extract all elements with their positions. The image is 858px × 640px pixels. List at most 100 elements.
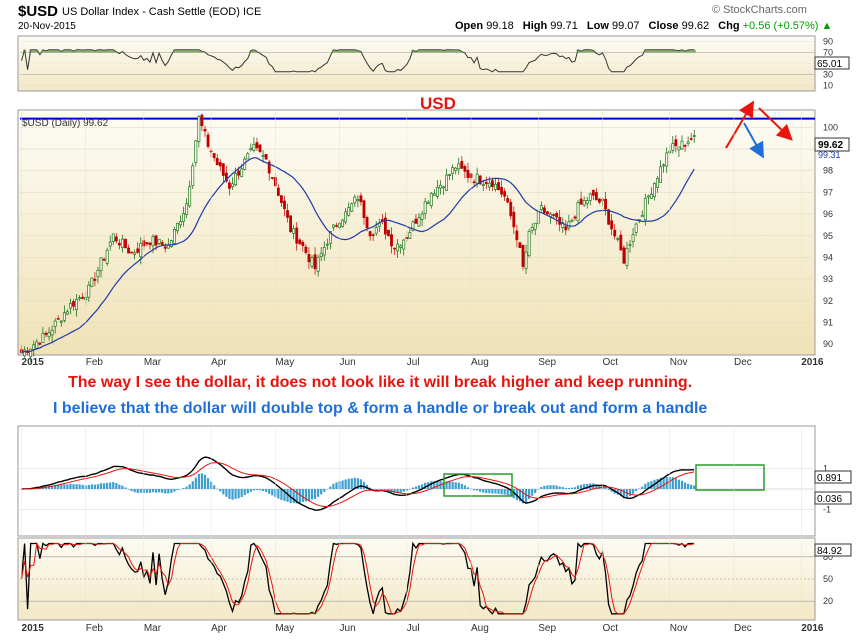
macd-histogram-bar	[644, 483, 647, 489]
rsi-tick-label: 30	[823, 70, 833, 80]
candle-body	[59, 320, 63, 323]
candle-body	[387, 229, 390, 237]
macd-histogram-bar	[127, 489, 130, 490]
macd-histogram-bar	[451, 481, 454, 489]
macd-histogram-bar	[540, 486, 543, 489]
candle-body	[604, 198, 607, 210]
macd-histogram-bar	[549, 485, 552, 489]
macd-value-label: 0.891	[817, 473, 842, 484]
macd-histogram-bar	[369, 487, 372, 489]
candle-body	[96, 269, 100, 278]
month-label: 2016	[801, 357, 824, 368]
candle-body	[194, 140, 198, 163]
macd-histogram-bar	[289, 489, 292, 504]
macd-histogram-bar	[106, 482, 109, 489]
candle-body	[506, 198, 510, 203]
month-label: Nov	[670, 623, 688, 634]
stochastic-tick-label: 80	[823, 552, 833, 562]
macd-histogram-bar	[399, 489, 402, 493]
candle-body	[176, 222, 179, 232]
macd-histogram-bar	[329, 486, 332, 489]
price-tick-label: 100	[823, 122, 838, 132]
candle-body	[322, 247, 326, 256]
macd-histogram-bar	[118, 484, 121, 489]
candle-body	[616, 238, 620, 240]
macd-histogram-bar	[359, 479, 363, 489]
macd-histogram-bar	[687, 483, 690, 489]
candle-body	[102, 258, 106, 261]
ma-value-label: 99.31	[818, 150, 841, 160]
macd-histogram-bar	[332, 483, 335, 489]
red-projection-up-arrow	[725, 100, 755, 149]
candle-body	[44, 332, 48, 335]
macd-histogram-bar	[213, 485, 216, 489]
candle-body	[512, 211, 516, 228]
candle-body	[62, 312, 66, 321]
candle-body	[665, 152, 669, 167]
candle-body	[328, 231, 332, 244]
candle-body	[206, 134, 210, 147]
month-label: Oct	[602, 357, 618, 368]
macd-histogram-bar	[326, 489, 329, 490]
macd-histogram-bar	[265, 489, 268, 492]
month-label: Dec	[734, 623, 752, 634]
candle-body	[319, 252, 323, 257]
rsi-line	[21, 49, 695, 73]
macd-histogram-bar	[158, 489, 161, 493]
macd-histogram-bar	[417, 485, 421, 489]
macd-histogram-bar	[148, 489, 152, 493]
candle-body	[487, 182, 491, 188]
candle-body	[619, 234, 623, 251]
macd-histogram-bar	[650, 481, 653, 489]
candle-body	[643, 197, 647, 221]
month-label: Feb	[86, 357, 104, 368]
macd-histogram-bar	[365, 484, 369, 489]
candle-body	[594, 192, 598, 201]
annotation-line-1: The way I see the dollar, it does not lo…	[68, 374, 693, 391]
macd-histogram-bar	[674, 478, 677, 489]
macd-histogram-bar	[350, 478, 353, 489]
candle-body	[445, 174, 448, 191]
macd-histogram-bar	[424, 482, 427, 489]
candle-body	[689, 138, 693, 140]
candle-body	[292, 228, 296, 234]
candle-body	[173, 229, 176, 244]
macd-histogram-bar	[341, 480, 344, 489]
macd-histogram-bar	[51, 485, 54, 489]
macd-histogram-bar	[173, 489, 176, 492]
macd-histogram-bar	[176, 489, 179, 491]
macd-histogram-bar	[231, 489, 234, 500]
macd-histogram-bar	[656, 478, 659, 489]
red-projection-down-arrow	[758, 107, 793, 141]
macd-histogram-bar	[47, 485, 51, 489]
chg-label: Chg	[718, 20, 740, 32]
macd-histogram-bar	[304, 489, 307, 502]
candle-body	[224, 172, 228, 182]
month-label: May	[275, 357, 294, 368]
macd-histogram-bar	[576, 485, 580, 489]
month-labels-bottom: 2015 Feb Mar Apr May Jun Jul Aug Sep Oct Nov Dec 201…	[21, 426, 824, 634]
macd-histogram-bar	[216, 488, 219, 490]
macd-histogram-bar	[534, 489, 537, 493]
macd-histogram-bar	[102, 483, 106, 489]
candle-body	[264, 153, 268, 160]
candle-body	[634, 223, 638, 233]
candle-body	[47, 332, 51, 338]
candle-body	[576, 202, 580, 222]
chg-up-icon: ▲	[821, 20, 833, 32]
candle-body	[500, 187, 503, 195]
candle-body	[258, 144, 262, 153]
candle-body	[542, 207, 546, 214]
macd-histogram-bar	[161, 489, 164, 493]
macd-histogram-bar	[252, 489, 256, 491]
macd-histogram-bar	[683, 482, 687, 489]
macd-histogram-bar	[115, 482, 118, 489]
macd-histogram-bar	[179, 489, 182, 490]
macd-histogram-bar	[561, 487, 564, 489]
candle-body	[683, 145, 687, 147]
candle-body	[350, 203, 354, 212]
macd-histogram-bar	[466, 487, 470, 489]
candle-body	[295, 227, 299, 244]
candle-body	[591, 189, 595, 196]
